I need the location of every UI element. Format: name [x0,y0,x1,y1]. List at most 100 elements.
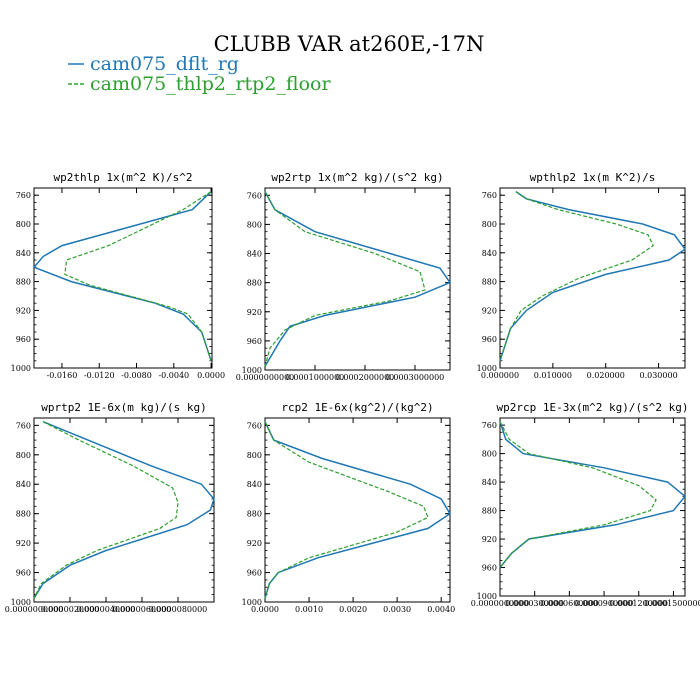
x-tick-label: -0.0120 [84,371,115,380]
x-tick-label: 0.0020 [339,605,367,614]
plot-frame [33,187,213,369]
y-tick-label: 800 [247,220,262,229]
series-line [499,421,687,568]
y-tick-label: 960 [482,335,497,344]
x-tick-label: 0.030000 [639,371,677,380]
figure-legend: cam075_dflt_rg cam075_thlp2_rtp2_floor [68,53,331,95]
x-tick-label: 0.000000 [481,371,519,380]
y-tick-label: 760 [482,421,497,430]
series-line [64,191,212,361]
series-line [499,190,687,362]
y-tick-label: 1000 [477,364,497,373]
x-tick-label: 0.020000 [587,371,625,380]
x-tick-label: 0.0000300000 [505,599,564,608]
x-tick-label: 0.0003000000 [386,373,445,382]
x-tick-label: 0.0000040000 [77,605,136,614]
x-tick-label: 0.0001200000 [609,599,668,608]
plot-frame [499,417,686,597]
series-line [264,191,426,367]
x-tick-label: 0.0030 [383,605,411,614]
series-line [32,191,212,362]
y-tick-label: 920 [16,306,31,315]
y-tick-label: 1000 [477,592,497,601]
subplot-grid: wp2thlp 1x(m^2 K)/s^2 760 800 840 880 920 960 1… [5,171,700,614]
y-tick-label: 960 [247,569,262,578]
y-tick-label: 1000 [11,364,31,373]
y-tick-label: 1000 [11,598,31,607]
x-tick-label: -0.0080 [121,371,152,380]
y-tick-label: 880 [247,510,262,519]
y-tick-label: 840 [482,249,497,258]
y-tick-label: 1000 [242,366,262,375]
y-tick-label: 880 [16,278,31,287]
y-tick-label: 840 [247,480,262,489]
x-tick-label: 0.0000000000 [5,605,64,614]
y-tick-label: 920 [482,535,497,544]
y-tick-label: 760 [16,191,31,200]
y-tick-label: 960 [247,337,262,346]
subplot-title: wpthlp2 1x(m K^2)/s [530,171,656,184]
subplot: rcp2 1E-6x(kg^2)/(kg^2) 760 800 840 880 920 96… [242,401,456,614]
y-tick-label: 920 [16,539,31,548]
y-tick-label: 800 [16,220,31,229]
y-tick-label: 760 [247,191,262,200]
y-tick-label: 960 [16,335,31,344]
y-tick-label: 800 [247,451,262,460]
series-line [499,191,655,361]
y-tick-label: 880 [482,507,497,516]
y-tick-label: 920 [482,306,497,315]
subplot-title: rcp2 1E-6x(kg^2)/(kg^2) [281,401,433,414]
y-tick-label: 760 [16,421,31,430]
plot-frame [264,417,451,603]
series-line [264,191,452,367]
x-tick-label: 0.010000 [534,371,572,380]
y-tick-label: 840 [16,480,31,489]
x-tick-label: 0.0001500000 [644,599,700,608]
y-tick-label: 760 [482,191,497,200]
y-tick-label: 800 [482,220,497,229]
subplot-title: wp2thlp 1x(m^2 K)/s^2 [53,171,192,184]
series-line [264,421,429,599]
plot-frame [264,187,451,371]
subplot: wp2thlp 1x(m^2 K)/s^2 760 800 840 880 920 960 1… [11,171,225,380]
series-line [33,421,179,599]
y-tick-label: 960 [482,564,497,573]
y-tick-label: 960 [16,569,31,578]
series-line [499,421,657,568]
y-tick-label: 840 [16,249,31,258]
y-tick-label: 1000 [242,598,262,607]
x-tick-label: 0.0001000000 [286,373,345,382]
x-tick-label: 0.0000 [251,605,279,614]
subplot: wp2rtp 1x(m^2 kg)/(s^2 kg) 760 800 840 880 92… [236,171,452,382]
series-line [264,421,452,599]
x-tick-label: 0.0000000000 [236,373,295,382]
x-tick-label: 0.0002000000 [336,373,395,382]
y-tick-label: 920 [247,539,262,548]
x-tick-label: 0.0040 [427,605,455,614]
subplot-title: wp2rtp 1x(m^2 kg)/(s^2 kg) [271,171,443,184]
figure-title: CLUBB VAR at260E,-17N [214,32,485,56]
y-tick-label: 760 [247,421,262,430]
x-tick-label: 0.0000060000 [113,605,172,614]
subplot: wprtp2 1E-6x(m kg)/(s kg) 760 800 840 880 920… [5,401,215,614]
y-tick-label: 840 [482,478,497,487]
x-tick-label: -0.0040 [158,371,189,380]
y-tick-label: 920 [247,308,262,317]
y-tick-label: 800 [16,451,31,460]
x-tick-label: 0.0000 [197,371,225,380]
y-tick-label: 880 [16,510,31,519]
x-tick-label: 0.0000900000 [575,599,634,608]
plot-frame [33,417,215,603]
x-tick-label: 0.0010 [295,605,323,614]
plot-frame [499,187,686,369]
legend-label: cam075_dflt_rg [90,53,239,75]
y-tick-label: 840 [247,250,262,259]
subplot: wpthlp2 1x(m K^2)/s 760 800 840 880 920 960 100… [477,171,687,380]
y-tick-label: 880 [482,278,497,287]
subplot-title: wprtp2 1E-6x(m kg)/(s kg) [41,401,207,414]
x-tick-label: 0.0000600000 [540,599,599,608]
x-tick-label: 0.0000000000 [471,599,530,608]
series-line [33,421,215,599]
x-tick-label: 0.0000020000 [41,605,100,614]
